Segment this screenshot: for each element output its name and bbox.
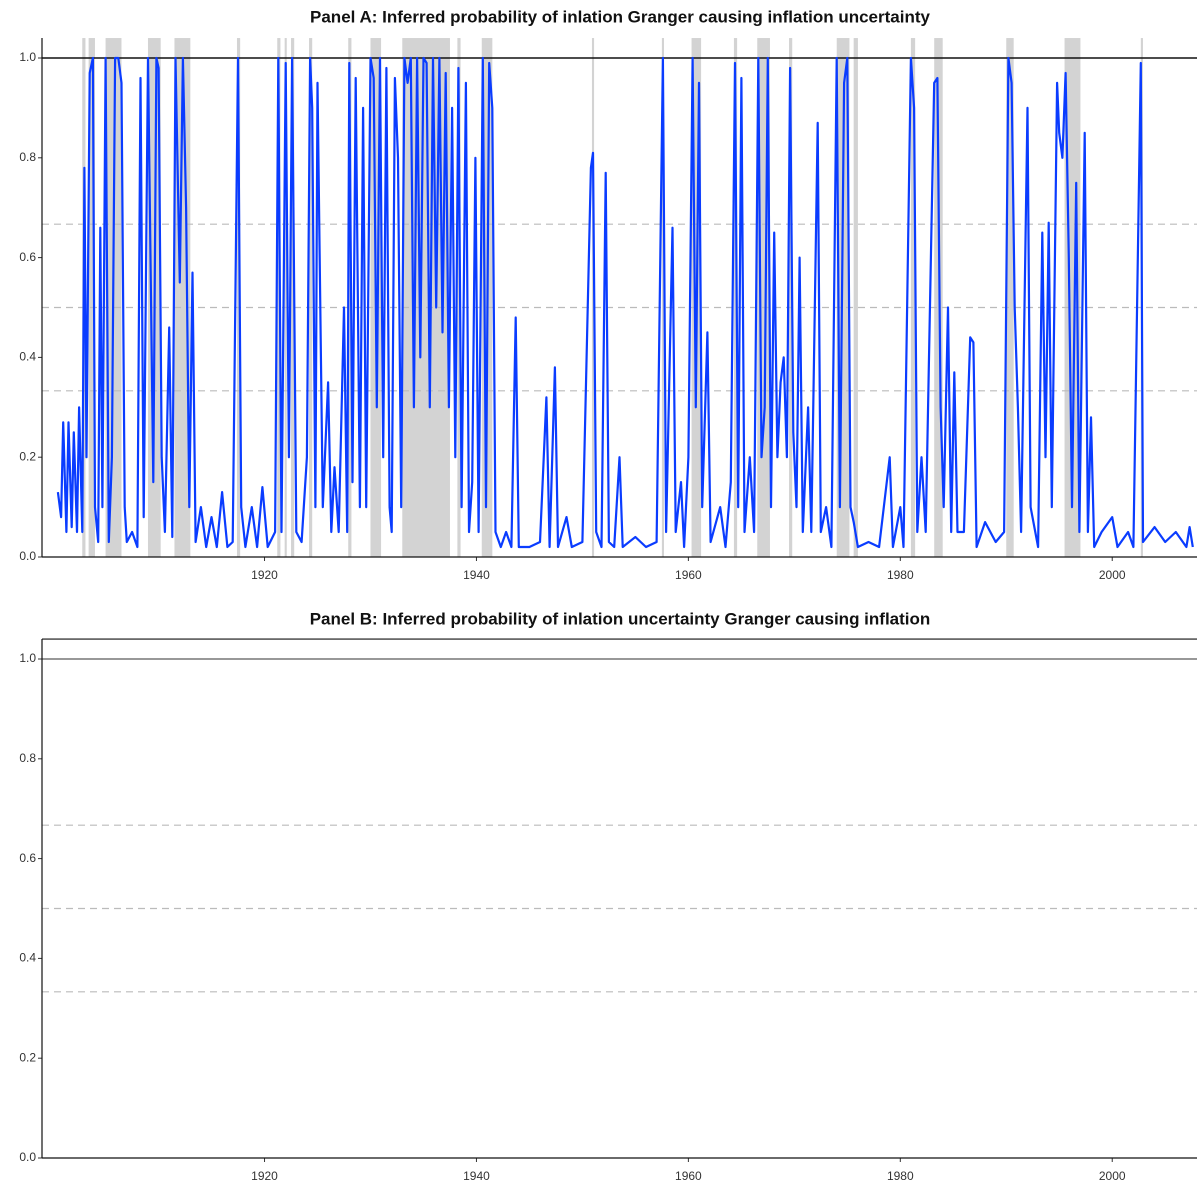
y-tick-label: 0.0 [19,1150,36,1164]
data-line [56,56,1194,549]
shaded-region [457,38,461,558]
x-tick-label: 1920 [251,568,278,582]
shaded-region [1006,38,1014,558]
shaded-region [853,38,858,558]
shaded-region [348,38,352,558]
y-tick-label: 0.4 [19,951,36,965]
y-tick-label: 0.2 [19,449,36,463]
shaded-region [733,38,738,558]
shaded-region [236,38,241,558]
y-tick-label: 1.0 [19,651,36,665]
x-tick-label: 1940 [463,1169,490,1183]
x-tick-label: 1920 [251,1169,278,1183]
panel-title: Panel B: Inferred probability of inlatio… [310,609,931,628]
y-tick-label: 0.2 [19,1050,36,1064]
shaded-region [910,38,916,558]
y-tick-label: 0.6 [19,250,36,264]
shaded-region [291,38,295,558]
shaded-region [1064,38,1081,558]
y-tick-label: 0.0 [19,549,36,563]
x-tick-label: 1960 [675,1169,702,1183]
shaded-region [88,38,95,558]
x-tick-label: 1940 [463,568,490,582]
x-tick-label: 2000 [1099,568,1126,582]
y-tick-label: 0.4 [19,350,36,364]
x-tick-label: 1980 [887,568,914,582]
shaded-region [309,38,313,558]
y-tick-label: 1.0 [19,50,36,64]
y-tick-label: 0.6 [19,851,36,865]
y-tick-label: 0.8 [19,751,36,765]
panel-title: Panel A: Inferred probability of inlatio… [310,7,930,26]
shaded-region [284,38,287,558]
y-tick-label: 0.8 [19,150,36,164]
shaded-region [661,38,665,558]
shaded-region [591,38,595,558]
shaded-region [789,38,793,558]
x-tick-label: 2000 [1099,1169,1126,1183]
x-tick-label: 1960 [675,568,702,582]
x-tick-label: 1980 [887,1169,914,1183]
